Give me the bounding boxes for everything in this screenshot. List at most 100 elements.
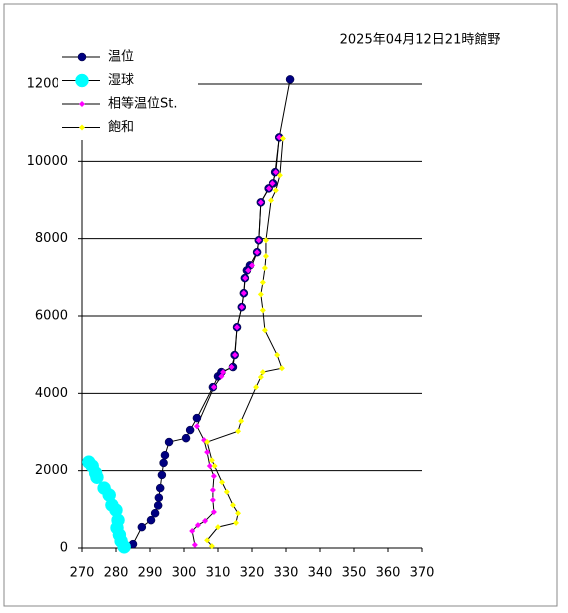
marker <box>249 262 255 269</box>
marker <box>215 524 221 531</box>
marker <box>193 423 200 430</box>
marker <box>90 470 104 484</box>
marker <box>194 522 201 529</box>
marker <box>210 473 217 480</box>
marker <box>257 199 264 206</box>
y-tick-label: 0 <box>60 541 68 556</box>
marker <box>229 502 236 509</box>
marker <box>242 275 249 282</box>
marker <box>253 384 260 391</box>
marker <box>238 418 245 425</box>
marker <box>159 458 168 468</box>
marker <box>117 540 131 554</box>
marker <box>208 457 215 464</box>
marker <box>269 180 276 187</box>
marker <box>266 185 272 192</box>
marker <box>202 517 209 524</box>
marker <box>75 73 89 88</box>
x-tick-label: 310 <box>206 566 231 581</box>
marker <box>191 541 198 548</box>
x-tick-label: 330 <box>274 566 299 581</box>
marker <box>223 488 230 495</box>
marker <box>204 439 211 446</box>
marker <box>262 253 269 260</box>
x-tick-label: 360 <box>376 566 401 581</box>
marker <box>209 487 216 493</box>
marker <box>204 537 211 544</box>
marker <box>160 450 170 460</box>
x-tick-label: 370 <box>410 566 435 581</box>
marker <box>153 501 163 510</box>
marker <box>164 437 174 447</box>
marker <box>257 291 264 298</box>
marker <box>257 374 264 381</box>
x-tick-label: 350 <box>342 566 367 581</box>
marker <box>146 515 156 525</box>
marker <box>77 52 87 62</box>
chart-title: 2025年04月12日21時館野 <box>340 33 501 48</box>
marker <box>150 508 160 518</box>
marker <box>220 369 227 376</box>
marker <box>254 249 261 256</box>
marker <box>235 510 242 517</box>
marker <box>238 304 245 311</box>
marker <box>261 265 268 272</box>
legend-label: 相等温位St. <box>108 96 177 112</box>
x-tick-label: 340 <box>308 566 333 581</box>
x-tick-label: 300 <box>172 566 197 581</box>
legend-label: 飽和 <box>108 120 134 135</box>
marker <box>234 324 241 331</box>
marker <box>204 449 211 456</box>
marker <box>268 197 275 204</box>
marker <box>240 290 247 297</box>
marker <box>137 522 147 532</box>
marker <box>261 327 268 334</box>
marker <box>211 463 218 470</box>
marker <box>259 369 266 376</box>
marker <box>274 352 281 359</box>
marker <box>279 135 286 142</box>
marker <box>235 428 242 435</box>
marker <box>181 433 191 443</box>
y-tick-label: 8000 <box>35 231 68 246</box>
marker <box>192 413 202 423</box>
marker <box>278 365 285 372</box>
legend-label: 湿球 <box>108 73 134 88</box>
y-tick-label: 10000 <box>27 154 68 169</box>
marker <box>208 543 215 550</box>
y-tick-label: 12000 <box>27 77 68 92</box>
marker <box>219 479 226 486</box>
marker <box>262 237 269 244</box>
marker <box>233 519 240 526</box>
x-tick-label: 280 <box>104 566 129 581</box>
marker <box>210 509 217 516</box>
legend-label: 温位 <box>108 50 134 65</box>
marker <box>272 169 279 176</box>
marker <box>189 527 196 534</box>
marker <box>259 279 266 286</box>
marker <box>255 237 262 244</box>
y-tick-label: 2000 <box>35 463 68 478</box>
x-tick-label: 270 <box>70 566 95 581</box>
marker <box>276 172 283 179</box>
marker <box>79 101 85 107</box>
marker <box>185 425 195 435</box>
marker <box>155 483 165 493</box>
marker <box>245 267 252 274</box>
marker <box>272 187 279 194</box>
marker <box>79 124 85 131</box>
marker <box>285 75 295 84</box>
marker <box>210 384 217 391</box>
marker <box>232 352 238 359</box>
y-tick-label: 6000 <box>35 309 68 324</box>
y-tick-label: 4000 <box>35 386 68 401</box>
marker <box>228 364 235 371</box>
x-tick-label: 290 <box>138 566 163 581</box>
marker <box>157 470 167 480</box>
x-tick-label: 320 <box>240 566 265 581</box>
marker <box>206 463 213 470</box>
marker <box>209 497 216 504</box>
marker <box>154 493 164 502</box>
